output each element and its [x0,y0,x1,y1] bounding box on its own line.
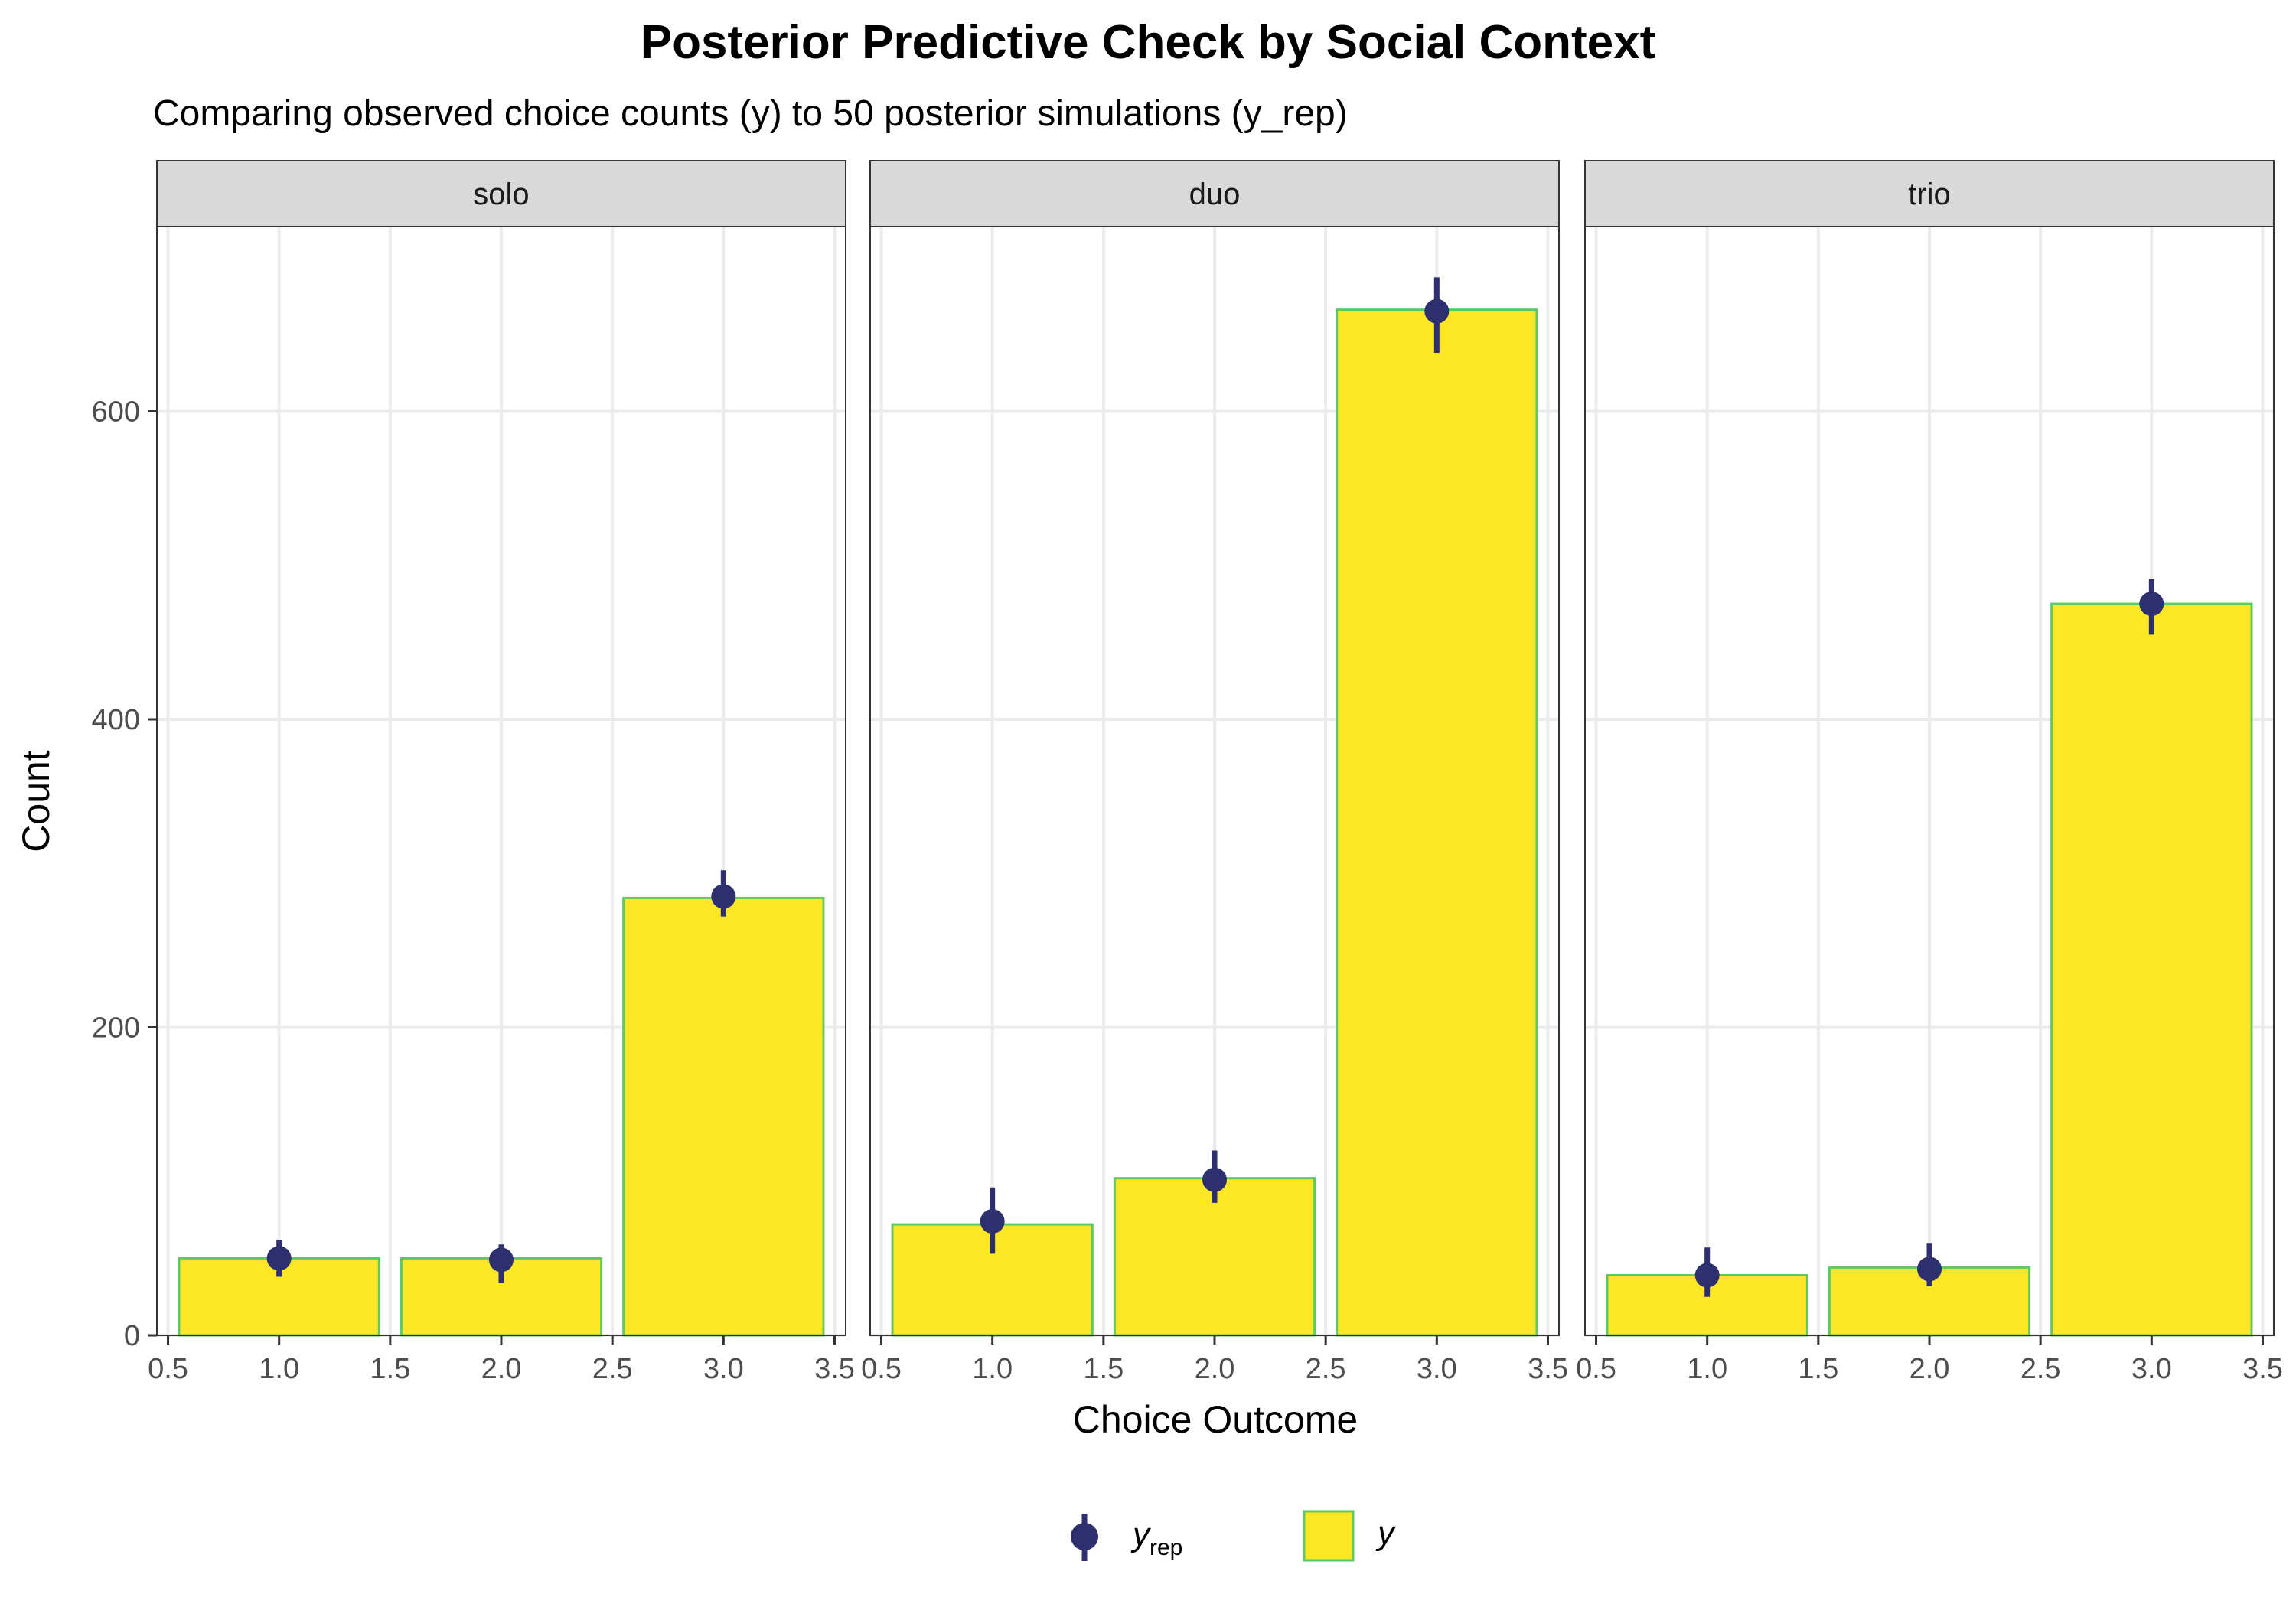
x-tick-label: 3.5 [814,1353,855,1385]
legend-label-yrep-subscript: rep [1150,1535,1182,1560]
legend-label-yrep: yrep [1130,1516,1182,1560]
strip-background [869,160,1560,227]
x-tick-label: 3.0 [703,1353,744,1385]
yrep-point-3 [1424,298,1450,324]
bar-y-3 [1336,308,1538,1337]
x-tick-label: 0.5 [861,1353,902,1385]
yrep-point-1 [1694,1263,1720,1288]
x-tick-label: 3.5 [1528,1353,1568,1385]
y-tick-label: 600 [92,396,140,429]
x-tick-label: 2.0 [1195,1353,1235,1385]
x-tick-label: 0.5 [1576,1353,1616,1385]
yrep-point-1 [266,1246,292,1271]
x-tick-label: 1.5 [370,1353,410,1385]
y-tick-label: 0 [124,1320,140,1352]
bar-y-3 [2050,602,2253,1337]
yrep-point-2 [1202,1167,1227,1192]
yrep-point-1 [980,1209,1005,1234]
x-axis-title: Choice Outcome [1073,1398,1358,1441]
legend-label-y: y [1375,1514,1397,1552]
gridlines [157,227,846,1337]
bar-y-3 [622,896,825,1337]
yrep-point-3 [2139,592,2164,617]
x-tick-label: 0.5 [148,1353,188,1385]
strip-background [1584,160,2275,227]
legend-item-yrep: yrep [1071,1514,1182,1561]
facet-panels: solo 0.5 1.0 1.5 2.0 2.5 3.0 3.5 0 200 400 600 duo 0.… [92,160,2283,1385]
facet-panel-trio: trio 0.5 1.0 1.5 2.0 2.5 3.0 3.5 [1576,160,2283,1385]
x-tick-label: 1.5 [1798,1353,1838,1385]
yrep-point-3 [711,884,736,909]
x-tick-label: 3.0 [1417,1353,1457,1385]
x-tick-label: 1.5 [1083,1353,1124,1385]
legend-yrep-point [1071,1523,1098,1550]
strip-label: solo [473,178,529,211]
y-tick-label: 200 [92,1012,140,1045]
strip-label: duo [1189,178,1241,211]
x-tick-label: 1.0 [259,1353,299,1385]
facet-panel-duo: duo 0.5 1.0 1.5 2.0 2.5 3.0 3.5 [861,160,1568,1385]
x-tick-label: 2.5 [592,1353,633,1385]
yrep-point-2 [489,1247,514,1273]
facet-panel-solo: solo 0.5 1.0 1.5 2.0 2.5 3.0 3.5 0 200 400 600 [92,160,855,1385]
legend-item-y: y [1303,1510,1397,1562]
x-tick-label: 3.5 [2242,1353,2283,1385]
chart-subtitle: Comparing observed choice counts (y) to … [153,93,1348,134]
strip-background [156,160,846,227]
x-tick-label: 3.0 [2131,1353,2172,1385]
x-tick-label: 2.0 [481,1353,522,1385]
y-axis-title: Count [15,750,57,852]
x-tick-label: 2.5 [1306,1353,1346,1385]
x-tick-label: 1.0 [972,1353,1013,1385]
y-tick-label: 400 [92,704,140,736]
bar-y-2 [1113,1177,1316,1337]
legend-y-swatch [1303,1510,1355,1562]
x-tick-label: 1.0 [1687,1353,1727,1385]
yrep-point-2 [1917,1257,1942,1282]
chart-title: Posterior Predictive Check by Social Con… [641,16,1656,69]
x-tick-label: 2.0 [1910,1353,1950,1385]
strip-label: trio [1908,178,1951,211]
legend: yrep y [1071,1510,1397,1562]
x-tick-label: 2.5 [2020,1353,2061,1385]
